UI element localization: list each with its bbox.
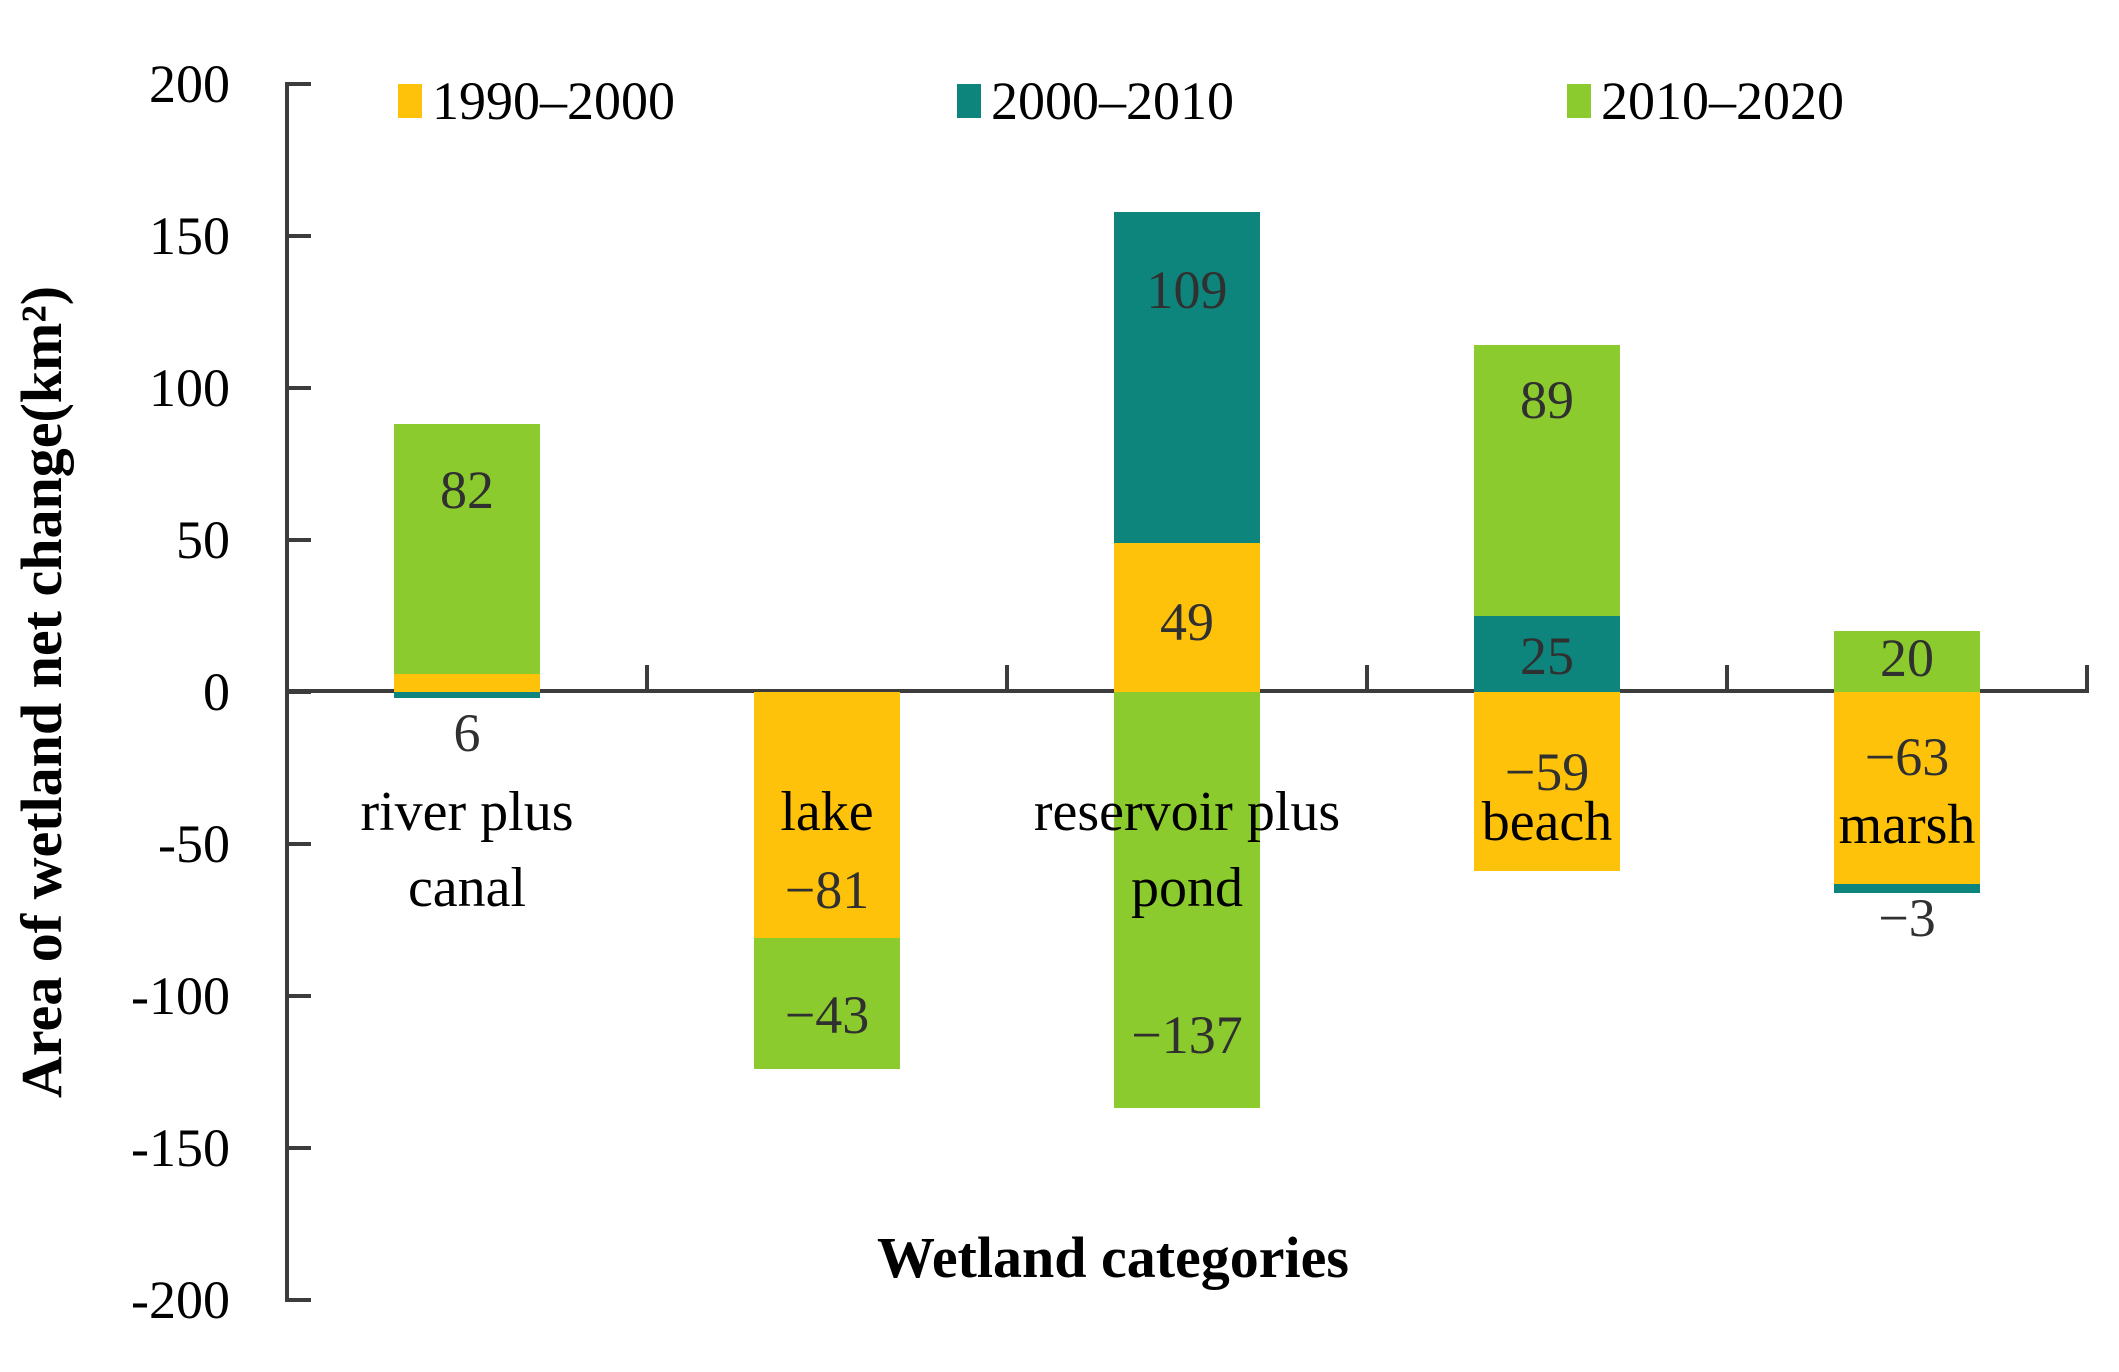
value-label-reservoir-plus-pond-2010-2020: −137 — [1131, 1005, 1243, 1065]
bar-segment-river-plus-canal-2000-2010 — [394, 692, 540, 699]
y-axis-tick — [287, 82, 311, 86]
x-axis-tick — [2085, 665, 2089, 689]
y-tick-label: -100 — [131, 966, 230, 1026]
value-label-river-plus-canal-2010-2020: 82 — [440, 460, 494, 520]
bar-segment-reservoir-plus-pond-1990-2000 — [1114, 543, 1260, 692]
value-label-beach-1990-2000: −59 — [1504, 742, 1590, 802]
bar-segment-river-plus-canal-2010-2020 — [394, 424, 540, 674]
y-tick-label: 200 — [149, 54, 230, 114]
category-label-river-plus-canal: river plus canal — [360, 781, 574, 919]
value-label-marsh-1990-2000: −63 — [1864, 727, 1950, 787]
bar-segment-marsh-1990-2000 — [1834, 692, 1980, 884]
bar-segment-river-plus-canal-1990-2000 — [394, 673, 540, 692]
bar-segment-lake-1990-2000 — [754, 692, 900, 939]
y-tick-label: -50 — [158, 814, 230, 874]
bar-segment-reservoir-plus-pond-2000-2010 — [1114, 211, 1260, 544]
y-tick-label: 150 — [149, 206, 230, 266]
value-label-beach-2000-2010: 25 — [1520, 626, 1574, 686]
y-axis-tick — [287, 386, 311, 390]
bar-segment-marsh-2000-2010 — [1834, 883, 1980, 893]
category-label-marsh: marsh — [1838, 794, 1976, 856]
legend-label-2010-2020: 2010–2020 — [1601, 71, 1844, 131]
value-label-river-plus-canal-1990-2000: 6 — [453, 703, 481, 763]
legend-label-1990-2000: 1990–2000 — [432, 71, 675, 131]
y-axis-tick — [287, 1298, 311, 1302]
y-axis-tick — [287, 842, 311, 846]
category-label-beach: beach — [1481, 791, 1613, 853]
value-label-marsh-2010-2020: 20 — [1880, 628, 1934, 688]
value-label-lake-1990-2000: −81 — [784, 860, 870, 920]
value-label-reservoir-plus-pond-2000-2010: 109 — [1146, 260, 1228, 320]
bar-segment-marsh-2010-2020 — [1834, 631, 1980, 692]
bar-segment-lake-2010-2020 — [754, 938, 900, 1069]
x-axis-tick — [1725, 665, 1729, 689]
y-axis-tick — [287, 994, 311, 998]
y-tick-label: 50 — [176, 510, 230, 570]
value-label-lake-2010-2020: −43 — [784, 985, 870, 1045]
y-tick-label: 100 — [149, 358, 230, 418]
y-axis-tick — [287, 234, 311, 238]
value-label-reservoir-plus-pond-1990-2000: 49 — [1160, 592, 1214, 652]
bar-segment-beach-2000-2010 — [1474, 616, 1620, 692]
x-axis-tick — [1005, 665, 1009, 689]
bar-segment-beach-2010-2020 — [1474, 345, 1620, 616]
legend-swatch-2010-2020 — [1567, 84, 1591, 118]
y-axis-tick — [287, 690, 311, 694]
legend-swatch-1990-2000 — [398, 84, 422, 118]
y-tick-label: -200 — [131, 1270, 230, 1330]
legend-label-2000-2010: 2000–2010 — [991, 71, 1234, 131]
x-axis-title: Wetland categories — [877, 1225, 1349, 1290]
category-label-reservoir-plus-pond: reservoir plus pond — [1033, 781, 1341, 919]
category-label-lake: lake — [780, 781, 874, 843]
x-axis-tick — [645, 665, 649, 689]
legend-swatch-2000-2010 — [957, 84, 981, 118]
bar-segment-reservoir-plus-pond-2010-2020 — [1114, 692, 1260, 1109]
value-label-marsh-2000-2010: −3 — [1878, 888, 1936, 948]
y-tick-label: 0 — [203, 662, 230, 722]
value-label-beach-2010-2020: 89 — [1520, 370, 1574, 430]
x-axis-tick — [1365, 665, 1369, 689]
y-tick-label: -150 — [131, 1118, 230, 1178]
y-axis-tick — [287, 538, 311, 542]
y-axis-tick — [287, 1146, 311, 1150]
bar-segment-beach-1990-2000 — [1474, 692, 1620, 872]
